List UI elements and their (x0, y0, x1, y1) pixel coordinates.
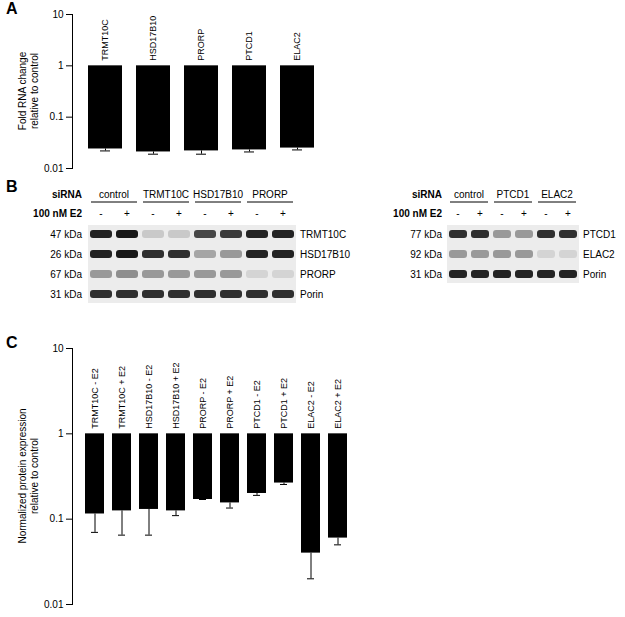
svg-text:Porin: Porin (583, 269, 606, 280)
html-text:C: C (6, 334, 18, 351)
svg-text:-: - (544, 208, 547, 219)
svg-text:-: - (500, 208, 503, 219)
svg-text:0.01: 0.01 (44, 163, 64, 174)
svg-text:1: 1 (58, 60, 64, 71)
svg-text:Fold RNA changerelative to con: Fold RNA changerelative to control (17, 51, 40, 130)
svg-text:TRMT10C: TRMT10C (143, 189, 189, 200)
svg-text:PRORP: PRORP (300, 269, 336, 280)
svg-text:siRNA: siRNA (412, 189, 442, 200)
svg-text:+: + (124, 208, 130, 219)
html-text:A: A (6, 0, 18, 17)
svg-text:67 kDa: 67 kDa (50, 269, 82, 280)
svg-text:PTCD1: PTCD1 (497, 189, 530, 200)
svg-text:1: 1 (58, 428, 64, 439)
svg-text:HSD17B10 + E2: HSD17B10 + E2 (171, 363, 181, 429)
svg-text:siRNA: siRNA (52, 189, 82, 200)
svg-text:PRORP: PRORP (252, 189, 288, 200)
svg-text:TRMT10C: TRMT10C (300, 229, 346, 240)
svg-text:100 nM E2: 100 nM E2 (393, 208, 442, 219)
svg-text:HSD17B10: HSD17B10 (148, 16, 158, 61)
svg-text:ELAC2 + E2: ELAC2 + E2 (333, 379, 343, 429)
svg-text:Normalized protein expressionr: Normalized protein expressionrelative to… (17, 408, 40, 543)
svg-text:-: - (456, 208, 459, 219)
svg-text:+: + (565, 208, 571, 219)
svg-text:PTCD1 + E2: PTCD1 + E2 (279, 378, 289, 429)
svg-text:77 kDa: 77 kDa (410, 229, 442, 240)
svg-text:ELAC2: ELAC2 (541, 189, 573, 200)
svg-text:92 kDa: 92 kDa (410, 249, 442, 260)
svg-text:0.01: 0.01 (44, 599, 64, 610)
svg-text:26 kDa: 26 kDa (50, 249, 82, 260)
svg-text:ELAC2: ELAC2 (583, 249, 615, 260)
svg-text:control: control (454, 189, 484, 200)
svg-text:PTCD1: PTCD1 (583, 229, 616, 240)
svg-text:ELAC2 - E2: ELAC2 - E2 (306, 381, 316, 429)
svg-text:HSD17B10: HSD17B10 (193, 189, 243, 200)
svg-text:-: - (99, 208, 102, 219)
svg-text:0.1: 0.1 (50, 513, 64, 524)
svg-text:TRMT10C + E2: TRMT10C + E2 (117, 366, 127, 429)
svg-text:0.1: 0.1 (50, 111, 64, 122)
svg-text:-: - (203, 208, 206, 219)
svg-text:HSD17B10: HSD17B10 (300, 249, 350, 260)
svg-text:47 kDa: 47 kDa (50, 229, 82, 240)
html-text:B: B (6, 178, 18, 195)
svg-text:+: + (521, 208, 527, 219)
svg-text:-: - (255, 208, 258, 219)
svg-text:+: + (280, 208, 286, 219)
svg-text:PTCD1 - E2: PTCD1 - E2 (252, 380, 262, 429)
svg-text:+: + (228, 208, 234, 219)
svg-text:10: 10 (52, 9, 64, 20)
svg-text:TRMT10C: TRMT10C (100, 19, 110, 61)
svg-text:PRORP + E2: PRORP + E2 (225, 376, 235, 429)
svg-text:+: + (477, 208, 483, 219)
svg-text:+: + (176, 208, 182, 219)
svg-text:PTCD1: PTCD1 (244, 31, 254, 61)
svg-text:31 kDa: 31 kDa (50, 289, 82, 300)
svg-text:Porin: Porin (300, 289, 323, 300)
svg-text:HSD17B10 - E2: HSD17B10 - E2 (144, 365, 154, 429)
svg-text:control: control (99, 189, 129, 200)
svg-text:ELAC2: ELAC2 (292, 32, 302, 61)
svg-text:31 kDa: 31 kDa (410, 269, 442, 280)
svg-text:10: 10 (52, 343, 64, 354)
svg-text:100 nM E2: 100 nM E2 (33, 208, 82, 219)
svg-text:-: - (151, 208, 154, 219)
svg-text:TRMT10C - E2: TRMT10C - E2 (90, 368, 100, 429)
svg-text:PRORP - E2: PRORP - E2 (198, 378, 208, 429)
svg-text:PRORP: PRORP (196, 29, 206, 61)
